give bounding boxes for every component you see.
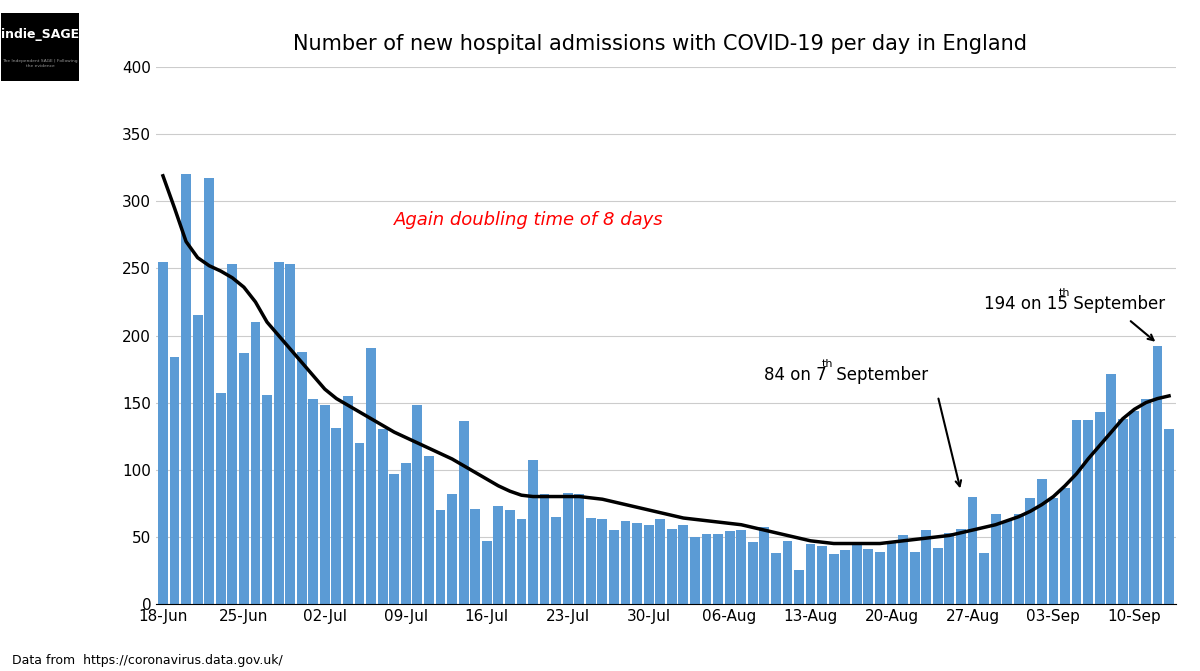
Bar (760, 527, 769, 604)
Bar (528, 460, 538, 604)
Bar (251, 322, 260, 604)
Bar (805, 544, 816, 604)
Bar (401, 463, 410, 604)
Bar (482, 541, 492, 604)
Bar (748, 542, 757, 604)
Bar (505, 510, 515, 604)
Bar (944, 533, 954, 604)
Bar (794, 570, 804, 604)
Bar (158, 262, 168, 604)
Text: The Independent SAGE | Following the evidence: The Independent SAGE | Following the evi… (2, 60, 78, 68)
Bar (840, 550, 850, 604)
Bar (1025, 498, 1036, 604)
Bar (655, 519, 665, 604)
Bar (436, 510, 445, 604)
Bar (817, 546, 827, 604)
Bar (1060, 488, 1070, 604)
Bar (910, 552, 919, 604)
Text: September: September (1068, 295, 1165, 313)
Bar (898, 535, 908, 604)
Bar (204, 178, 214, 604)
Text: 84 on 7: 84 on 7 (764, 366, 827, 384)
Bar (1037, 479, 1046, 604)
Bar (378, 429, 388, 604)
Bar (331, 428, 341, 604)
Bar (713, 534, 722, 604)
Bar (551, 517, 562, 604)
Bar (932, 548, 943, 604)
Bar (274, 262, 283, 604)
Bar (1164, 429, 1174, 604)
Bar (540, 494, 550, 604)
Bar (678, 525, 689, 604)
Bar (967, 497, 977, 604)
Bar (228, 264, 238, 604)
Bar (643, 525, 654, 604)
Bar (320, 405, 330, 604)
Text: th: th (1060, 288, 1070, 298)
Bar (169, 357, 180, 604)
Bar (262, 395, 272, 604)
Bar (922, 530, 931, 604)
Bar (1118, 419, 1128, 604)
Bar (586, 518, 595, 604)
Bar (852, 542, 862, 604)
Bar (1094, 412, 1104, 604)
Bar (782, 541, 792, 604)
Bar (343, 396, 353, 604)
Text: 194 on 15: 194 on 15 (984, 295, 1068, 313)
Bar (667, 529, 677, 604)
Bar (1141, 399, 1151, 604)
Bar (470, 509, 480, 604)
Text: September: September (832, 366, 929, 384)
Bar (1106, 374, 1116, 604)
Bar (1049, 498, 1058, 604)
Bar (770, 553, 781, 604)
Bar (632, 523, 642, 604)
Bar (690, 537, 700, 604)
Bar (563, 493, 572, 604)
Bar (216, 393, 226, 604)
Bar (1129, 411, 1139, 604)
Bar (424, 456, 434, 604)
Bar (620, 521, 630, 604)
Bar (1014, 514, 1024, 604)
Bar (286, 264, 295, 604)
Bar (239, 353, 248, 604)
Bar (1072, 420, 1081, 604)
Bar (389, 474, 400, 604)
Bar (575, 494, 584, 604)
Bar (413, 405, 422, 604)
Bar (355, 443, 365, 604)
Bar (979, 553, 989, 604)
Bar (493, 506, 503, 604)
Text: th: th (822, 359, 834, 369)
Bar (448, 494, 457, 604)
Bar (181, 174, 191, 604)
Bar (610, 530, 619, 604)
Bar (366, 348, 376, 604)
Bar (829, 554, 839, 604)
Text: Number of new hospital admissions with COVID-19 per day in England: Number of new hospital admissions with C… (293, 34, 1027, 54)
Bar (702, 534, 712, 604)
Bar (1084, 420, 1093, 604)
Bar (737, 530, 746, 604)
Bar (458, 421, 468, 604)
Bar (725, 531, 734, 604)
Text: Data from  https://coronavirus.data.gov.uk/: Data from https://coronavirus.data.gov.u… (12, 654, 283, 667)
Bar (296, 352, 307, 604)
Bar (193, 315, 203, 604)
Bar (956, 529, 966, 604)
Bar (516, 519, 527, 604)
Bar (875, 552, 884, 604)
Bar (864, 549, 874, 604)
Bar (991, 514, 1001, 604)
Bar (1152, 346, 1163, 604)
Bar (887, 542, 896, 604)
Bar (1002, 521, 1012, 604)
Bar (598, 519, 607, 604)
Bar (308, 399, 318, 604)
Text: indie_SAGE: indie_SAGE (1, 28, 79, 42)
Text: Again doubling time of 8 days: Again doubling time of 8 days (395, 211, 664, 229)
